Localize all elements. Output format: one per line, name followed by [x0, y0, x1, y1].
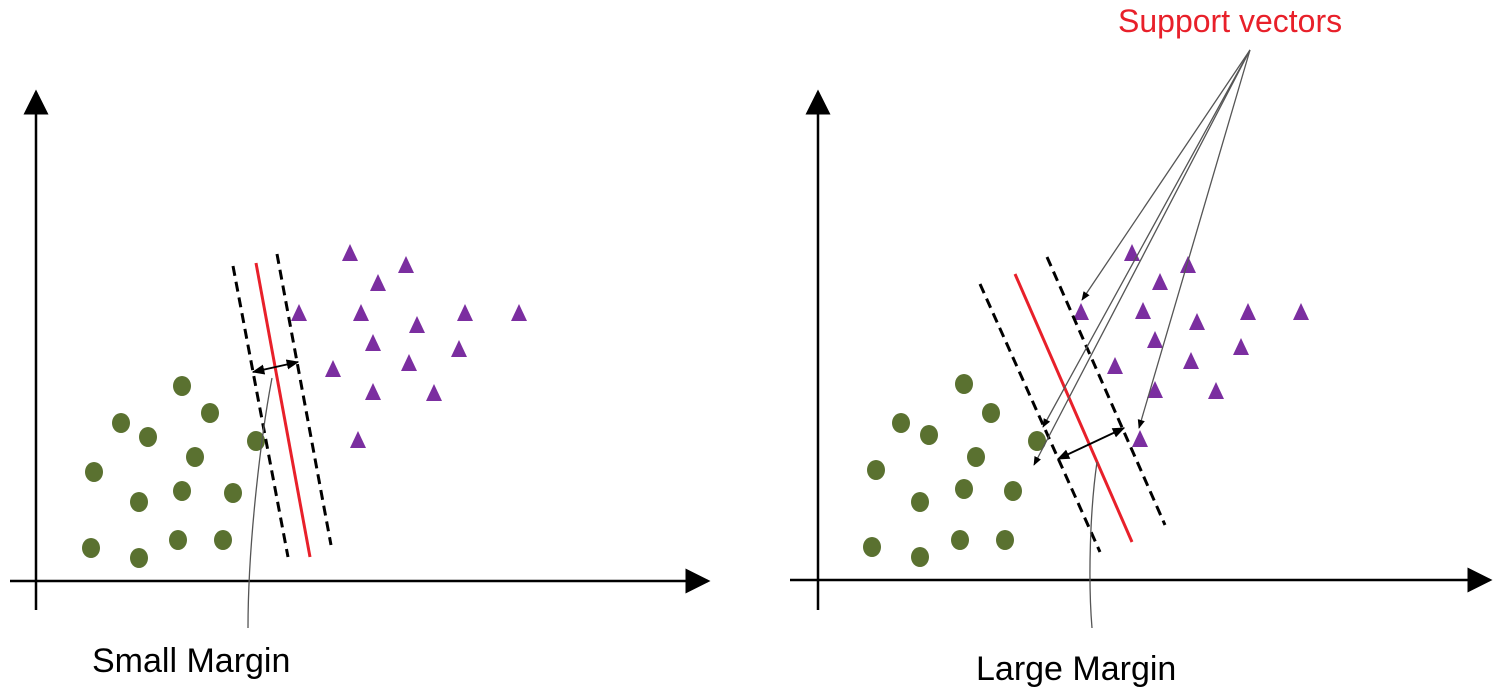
class-b-point — [291, 304, 307, 321]
class-a-point — [892, 413, 910, 433]
class-a-point — [173, 481, 191, 501]
class-b-point — [1135, 302, 1151, 319]
left-margin-line-lower — [231, 265, 290, 558]
left-hyperplane — [254, 262, 312, 558]
right-hyperplane — [1013, 273, 1134, 543]
class-a-point — [130, 492, 148, 512]
class-b-point — [398, 256, 414, 273]
class-a-point — [920, 425, 938, 445]
class-a-point — [169, 530, 187, 550]
class-b-point — [370, 274, 386, 291]
left-panel-caption: Small Margin — [92, 642, 290, 680]
class-a-point — [112, 413, 130, 433]
class-b-point — [1233, 338, 1249, 355]
class-b-point — [365, 383, 381, 400]
class-a-point — [955, 374, 973, 394]
class-a-point — [214, 530, 232, 550]
right-panel: Large Margin — [790, 89, 1493, 688]
class-a-point — [951, 530, 969, 550]
class-a-point — [139, 427, 157, 447]
class-b-point — [1132, 430, 1148, 447]
class-b-point — [511, 304, 527, 321]
class-a-point — [224, 483, 242, 503]
class-a-point — [1028, 431, 1046, 451]
class-a-point — [186, 447, 204, 467]
right-class-b-points — [1073, 244, 1309, 447]
class-b-point — [1124, 244, 1140, 261]
class-b-point — [451, 340, 467, 357]
left-caption-leader — [247, 377, 273, 629]
left-class-b-points — [291, 244, 527, 448]
class-b-point — [353, 304, 369, 321]
class-b-point — [350, 431, 366, 448]
class-a-point — [911, 547, 929, 567]
left-margin-arrow — [251, 359, 300, 375]
class-b-point — [1189, 313, 1205, 330]
support-vectors-label: Support vectors — [1118, 3, 1342, 39]
support-vector-pointer — [1137, 49, 1251, 429]
left-panel: Small Margin — [10, 89, 711, 680]
class-b-point — [342, 244, 358, 261]
class-b-point — [1073, 303, 1089, 320]
support-vector-pointer — [1033, 49, 1251, 466]
class-b-point — [325, 360, 341, 377]
right-panel-caption: Large Margin — [976, 650, 1176, 688]
class-b-point — [1293, 303, 1309, 320]
support-vector-pointer — [1042, 49, 1251, 428]
support-vectors-annotation: Support vectors — [1033, 3, 1342, 466]
class-a-point — [867, 460, 885, 480]
class-a-point — [85, 462, 103, 482]
class-a-point — [967, 447, 985, 467]
right-caption-leader — [1089, 461, 1098, 629]
class-b-point — [401, 354, 417, 371]
class-b-point — [1180, 256, 1196, 273]
right-margin-line-lower — [978, 283, 1102, 553]
class-a-point — [982, 403, 1000, 423]
right-margin-line-upper — [1045, 256, 1167, 526]
class-a-point — [863, 537, 881, 557]
class-a-point — [996, 530, 1014, 550]
class-a-point — [201, 403, 219, 423]
class-a-point — [247, 431, 265, 451]
left-class-a-points — [82, 376, 265, 568]
support-vector-pointer — [1081, 49, 1251, 301]
class-b-point — [1208, 382, 1224, 399]
class-b-point — [365, 334, 381, 351]
class-a-point — [173, 376, 191, 396]
class-b-point — [1152, 273, 1168, 290]
class-b-point — [457, 304, 473, 321]
class-b-point — [1107, 357, 1123, 374]
left-margin-line-upper — [275, 253, 333, 546]
class-a-point — [911, 492, 929, 512]
class-a-point — [955, 479, 973, 499]
class-a-point — [1004, 481, 1022, 501]
class-a-point — [130, 548, 148, 568]
class-b-point — [409, 316, 425, 333]
right-class-a-points — [863, 374, 1046, 567]
class-b-point — [1147, 331, 1163, 348]
class-a-point — [82, 538, 100, 558]
class-b-point — [1147, 381, 1163, 398]
class-b-point — [426, 384, 442, 401]
right-margin-arrow — [1056, 427, 1126, 460]
class-b-point — [1183, 352, 1199, 369]
class-b-point — [1240, 303, 1256, 320]
